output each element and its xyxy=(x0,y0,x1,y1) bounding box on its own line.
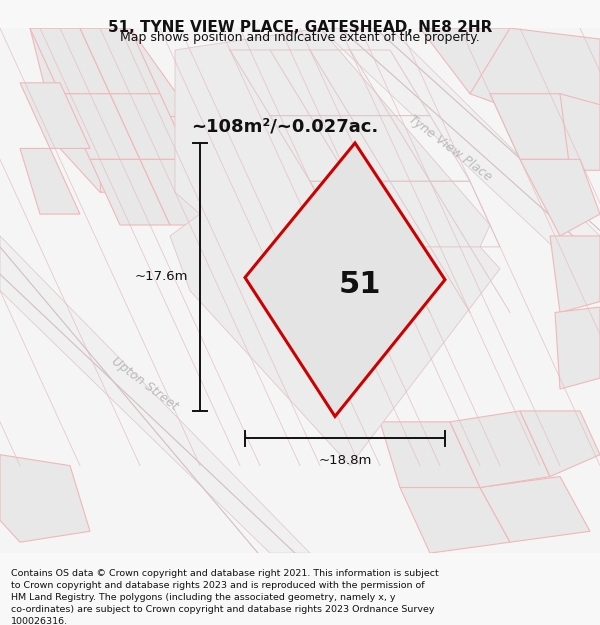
Polygon shape xyxy=(320,28,600,291)
Text: Tyne View Place: Tyne View Place xyxy=(406,113,494,184)
Polygon shape xyxy=(480,476,590,542)
Polygon shape xyxy=(450,411,550,488)
Polygon shape xyxy=(80,28,160,94)
Text: 51: 51 xyxy=(339,270,381,299)
Polygon shape xyxy=(520,159,600,236)
Text: ~18.8m: ~18.8m xyxy=(319,454,371,467)
Polygon shape xyxy=(380,422,480,488)
Polygon shape xyxy=(470,28,600,116)
Polygon shape xyxy=(490,94,590,159)
Polygon shape xyxy=(400,488,510,553)
Polygon shape xyxy=(520,411,600,476)
Text: Contains OS data © Crown copyright and database right 2021. This information is : Contains OS data © Crown copyright and d… xyxy=(11,569,439,625)
Text: ~17.6m: ~17.6m xyxy=(134,271,188,284)
Polygon shape xyxy=(550,236,600,312)
Text: Upton Street: Upton Street xyxy=(109,354,181,412)
Polygon shape xyxy=(0,236,310,553)
Polygon shape xyxy=(245,143,445,416)
Polygon shape xyxy=(140,159,220,225)
Text: ~108m²/~0.027ac.: ~108m²/~0.027ac. xyxy=(191,118,379,136)
Polygon shape xyxy=(30,28,110,94)
Polygon shape xyxy=(90,159,170,225)
Polygon shape xyxy=(60,94,140,159)
Polygon shape xyxy=(20,82,90,148)
Polygon shape xyxy=(0,455,90,542)
Polygon shape xyxy=(20,148,80,214)
Polygon shape xyxy=(110,94,190,159)
Polygon shape xyxy=(560,94,600,170)
Polygon shape xyxy=(30,28,200,192)
Polygon shape xyxy=(555,307,600,389)
Polygon shape xyxy=(420,28,560,94)
Text: Map shows position and indicative extent of the property.: Map shows position and indicative extent… xyxy=(120,31,480,44)
Polygon shape xyxy=(170,28,500,466)
Text: 51, TYNE VIEW PLACE, GATESHEAD, NE8 2HR: 51, TYNE VIEW PLACE, GATESHEAD, NE8 2HR xyxy=(108,20,492,35)
